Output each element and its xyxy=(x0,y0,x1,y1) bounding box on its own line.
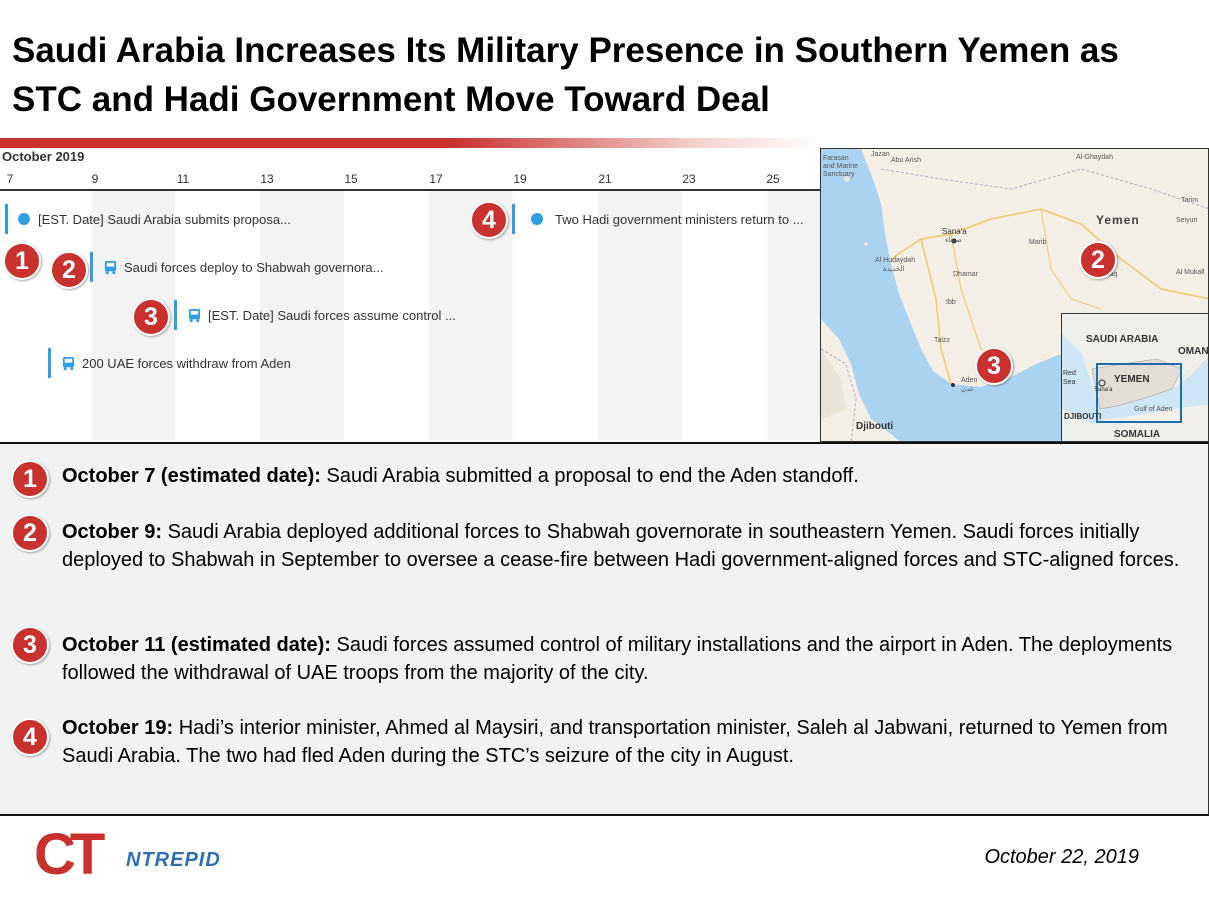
timeline-band xyxy=(767,191,820,440)
page-title: Saudi Arabia Increases Its Military Pres… xyxy=(12,31,1119,119)
bus-icon xyxy=(62,356,75,370)
map-label: Djibouti xyxy=(856,421,894,432)
map-label: Taizz xyxy=(934,337,950,344)
timeline-event[interactable]: [EST. Date] Saudi Arabia submits proposa… xyxy=(5,204,291,234)
event-item: October 9: Saudi Arabia deployed additio… xyxy=(62,518,1192,574)
tick-label: 17 xyxy=(429,172,443,186)
inset-label: SAUDI ARABIA xyxy=(1086,334,1159,345)
timeline: October 2019 7 9 11 13 15 17 19 21 23 25… xyxy=(0,148,820,440)
yemen-map: Jazan Farasan and Marine Sanctuary Abu A… xyxy=(820,148,1209,442)
marker-badge: 4 xyxy=(11,718,49,756)
inset-label: Sana'a xyxy=(1094,387,1113,393)
event-item: October 11 (estimated date): Saudi force… xyxy=(62,631,1192,687)
event-description: Saudi Arabia deployed additional forces … xyxy=(62,521,1180,571)
event-date: October 9: xyxy=(62,521,163,543)
report-date: October 22, 2019 xyxy=(984,846,1139,868)
timeline-event-label: [EST. Date] Saudi Arabia submits proposa… xyxy=(38,211,291,227)
timeline-event-label: Saudi forces deploy to Shabwah governora… xyxy=(124,259,384,275)
ct-logo: CT xyxy=(34,822,105,887)
event-details-panel: 1 October 7 (estimated date): Saudi Arab… xyxy=(0,442,1209,816)
map-label: عدن xyxy=(961,386,974,393)
inset-label: Red Sea xyxy=(1063,370,1076,386)
inset-label: Gulf of Aden xyxy=(1134,406,1173,413)
tick-label: 7 xyxy=(6,172,14,186)
timeline-month: October 2019 xyxy=(2,149,85,164)
map-label: Ibb xyxy=(946,299,956,306)
map-label: Seiyun xyxy=(1176,217,1198,224)
map-label: Abu Arish xyxy=(891,157,921,164)
map-label: Farasan and Marine Sanctuary xyxy=(823,155,859,178)
map-label: Dhamar xyxy=(953,271,978,278)
timeline-event[interactable]: Saudi forces deploy to Shabwah governora… xyxy=(90,252,383,282)
tick-label: 19 xyxy=(513,172,527,186)
inset-label: DJIBOUTI xyxy=(1064,412,1102,421)
inset-graphic xyxy=(1062,314,1208,441)
tick-label: 13 xyxy=(260,172,274,186)
dot-icon xyxy=(531,213,543,225)
inset-label: SOMALIA xyxy=(1114,429,1161,440)
map-label: الحديدة xyxy=(883,266,905,273)
marker-badge: 1 xyxy=(11,460,49,498)
tick-label: 21 xyxy=(598,172,612,186)
event-item: October 7 (estimated date): Saudi Arabia… xyxy=(62,462,1192,490)
map-label: Jazan xyxy=(871,151,890,158)
map-label: Yemen xyxy=(1096,213,1140,227)
map-label: Al-Ghaydah xyxy=(1076,154,1113,161)
marker-badge: 3 xyxy=(975,347,1013,385)
inset-label: OMAN xyxy=(1178,346,1209,357)
tick-label: 23 xyxy=(682,172,696,186)
map-label: Tarim xyxy=(1181,197,1199,204)
map-label: صنعاء xyxy=(945,237,962,244)
tick-label: 9 xyxy=(91,172,99,186)
timeline-band xyxy=(260,191,344,440)
marker-badge: 1 xyxy=(3,242,41,280)
map-label: Sana'a xyxy=(942,227,967,236)
timeline-event-label: [EST. Date] Saudi forces assume control … xyxy=(208,307,456,323)
event-item: October 19: Hadi’s interior minister, Ah… xyxy=(62,714,1192,770)
event-description: Saudi forces assumed control of military… xyxy=(62,634,1173,684)
marker-badge: 3 xyxy=(132,298,170,336)
event-date: October 11 (estimated date): xyxy=(62,634,331,656)
timeline-event-label: 200 UAE forces withdraw from Aden xyxy=(82,355,291,371)
map-label: Aden xyxy=(961,377,978,384)
marker-badge: 3 xyxy=(11,626,49,664)
marker-badge: 2 xyxy=(11,514,49,552)
event-description: Saudi Arabia submitted a proposal to end… xyxy=(320,465,859,487)
ntrepid-logo: NTREPID xyxy=(126,849,221,871)
timeline-event[interactable]: Two Hadi government ministers return to … xyxy=(512,204,804,234)
bus-icon xyxy=(104,260,117,274)
event-date: October 7 (estimated date): xyxy=(62,465,321,487)
map-label: Al Hudaydah xyxy=(875,257,916,264)
timeline-axis xyxy=(0,189,820,191)
inset-label: YEMEN xyxy=(1114,374,1150,385)
marker-badge: 2 xyxy=(50,251,88,289)
timeline-band xyxy=(598,191,682,440)
title-accent-bar xyxy=(0,138,820,148)
timeline-event[interactable]: [EST. Date] Saudi forces assume control … xyxy=(174,300,456,330)
marker-badge: 4 xyxy=(470,201,508,239)
event-date: October 19: xyxy=(62,717,174,739)
timeline-event[interactable]: 200 UAE forces withdraw from Aden xyxy=(48,348,291,378)
map-label: Marib xyxy=(1029,239,1047,246)
dot-icon xyxy=(18,213,30,225)
tick-label: 25 xyxy=(766,172,780,186)
timeline-event-label: Two Hadi government ministers return to … xyxy=(555,211,804,227)
locator-inset-map: SAUDI ARABIA OMAN YEMEN Sana'a Red Sea G… xyxy=(1061,313,1209,441)
marker-badge: 2 xyxy=(1079,241,1117,279)
tick-label: 11 xyxy=(176,172,190,186)
map-label: Al Mukall xyxy=(1176,269,1205,276)
bus-icon xyxy=(188,308,201,322)
tick-label: 15 xyxy=(344,172,358,186)
event-description: Hadi’s interior minister, Ahmed al Maysi… xyxy=(62,717,1168,767)
